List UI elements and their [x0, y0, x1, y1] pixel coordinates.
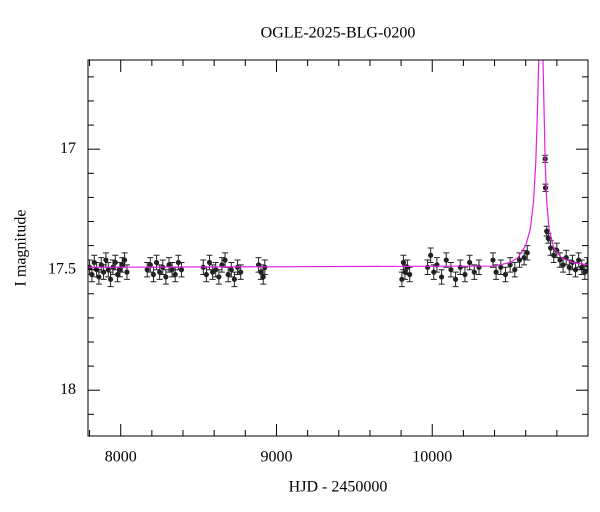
chart-title: OGLE-2025-BLG-0200 — [261, 25, 416, 42]
data-point — [502, 271, 509, 278]
data-point — [467, 259, 473, 266]
data-point — [498, 264, 504, 270]
data-point — [462, 271, 468, 278]
data-point — [144, 267, 150, 273]
data-point — [516, 257, 523, 263]
data-point — [551, 252, 557, 258]
data-point — [544, 228, 550, 234]
data-point — [163, 274, 169, 280]
data-point — [219, 262, 225, 268]
data-point — [124, 269, 130, 275]
data-point — [557, 257, 563, 263]
data-point — [238, 269, 244, 275]
y-tick-label: 17 — [60, 140, 76, 157]
data-point — [493, 269, 499, 275]
data-point — [521, 255, 527, 261]
data-point — [431, 269, 437, 275]
data-point — [443, 257, 449, 263]
data-point — [107, 276, 114, 282]
data-point — [560, 262, 566, 268]
data-point — [112, 259, 118, 266]
data-point — [122, 257, 128, 263]
data-point — [105, 267, 111, 273]
data-point — [150, 271, 157, 278]
data-point — [103, 257, 109, 263]
data-point — [166, 262, 172, 268]
data-point — [147, 262, 153, 268]
data-point — [117, 267, 123, 273]
data-point — [96, 274, 102, 280]
x-tick-label: 9000 — [260, 449, 292, 466]
data-point — [407, 271, 413, 278]
data-point — [554, 247, 560, 254]
data-point — [157, 269, 163, 275]
plot-area — [88, 60, 588, 288]
data-point — [175, 259, 181, 266]
data-point — [172, 271, 178, 278]
data-point — [178, 267, 185, 273]
data-point — [512, 267, 518, 273]
data-point — [114, 271, 121, 278]
x-tick-label: 10000 — [412, 449, 452, 466]
plot-frame — [87, 59, 589, 437]
data-point — [222, 257, 228, 263]
data-point — [424, 264, 431, 270]
data-point — [438, 274, 445, 280]
data-point — [476, 264, 482, 270]
data-point — [216, 274, 222, 280]
data-point — [542, 185, 549, 191]
data-point — [428, 252, 434, 258]
data-point — [490, 257, 496, 263]
data-point — [153, 259, 160, 266]
data-point — [119, 262, 125, 268]
data-point — [399, 276, 405, 282]
data-point — [203, 271, 209, 278]
data-point — [89, 271, 95, 278]
data-point — [572, 267, 579, 273]
data-point — [566, 264, 572, 270]
data-point — [548, 245, 554, 251]
data-point — [402, 269, 408, 275]
data-point — [231, 276, 238, 282]
y-tick-label: 17.5 — [48, 260, 76, 277]
x-axis-label: HJD - 2450000 — [289, 479, 388, 496]
data-point — [400, 259, 407, 266]
data-point — [448, 267, 454, 273]
data-point — [579, 264, 585, 270]
y-tick-label: 18 — [60, 381, 76, 398]
data-point — [213, 267, 219, 273]
data-point — [260, 274, 266, 280]
data-point — [100, 269, 107, 275]
data-point — [576, 257, 582, 263]
data-point — [228, 267, 234, 273]
data-point — [545, 235, 551, 241]
data-point — [206, 259, 213, 266]
data-point — [524, 250, 530, 256]
model-curve — [88, 60, 588, 268]
data-point — [169, 267, 175, 273]
data-point — [258, 269, 264, 275]
data-point — [471, 269, 477, 275]
data-point — [225, 271, 231, 278]
data-point — [453, 276, 459, 282]
y-axis-label: I magnitude — [13, 210, 30, 287]
data-point — [507, 262, 513, 268]
x-tick-label: 8000 — [105, 449, 137, 466]
